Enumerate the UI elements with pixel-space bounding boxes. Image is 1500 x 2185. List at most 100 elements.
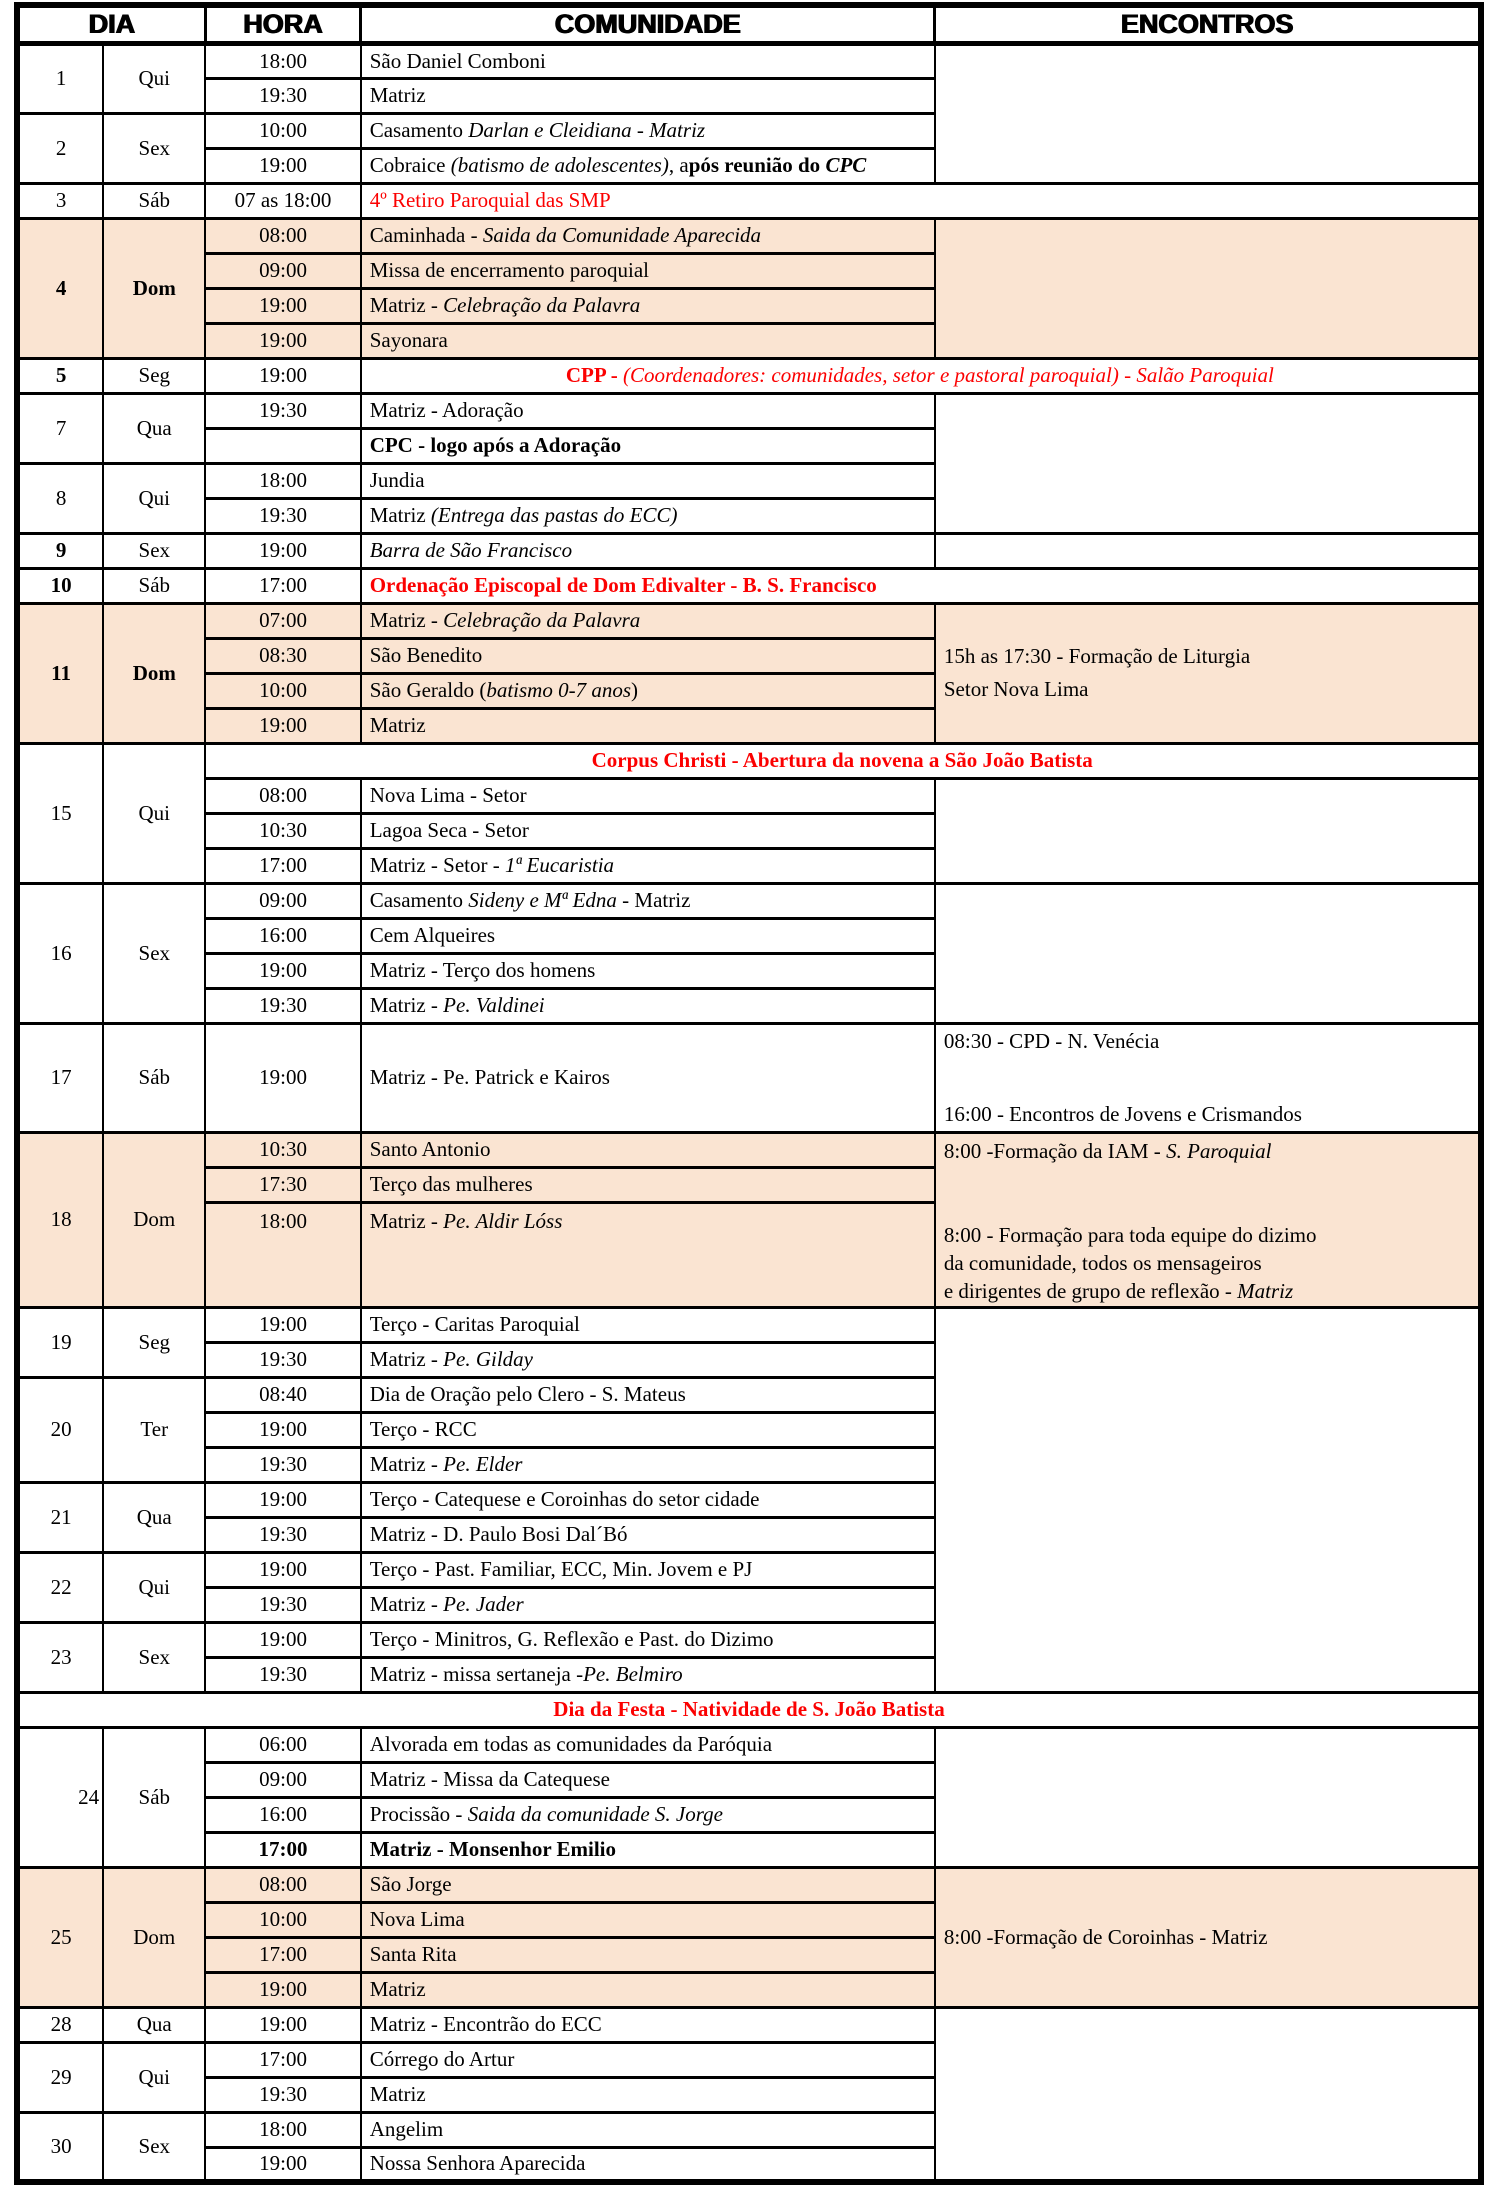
time-cell: 19:30 <box>204 76 362 115</box>
community-cell: Matriz - Encontrão do ECC <box>359 2005 936 2044</box>
community-cell: Matriz - D. Paulo Bosi Dal´Bó <box>359 1515 936 1554</box>
community-cell: Jundia <box>359 461 936 500</box>
time-cell: 17:00 <box>204 1830 362 1869</box>
note-line <box>944 1165 1470 1193</box>
day-number-cell: 23 <box>15 1620 105 1694</box>
day-number-cell: 5 <box>15 356 105 395</box>
schedule-row: 10:30 Lagoa Seca - Setor <box>17 811 1481 850</box>
time-cell: 08:00 <box>204 776 362 815</box>
text-segment: Matriz <box>1237 1278 1294 1303</box>
weekday-cell: Dom <box>102 216 207 360</box>
weekday-cell: Qui <box>102 461 207 535</box>
weekday-cell: Qui <box>102 2040 207 2114</box>
weekday-cell: Sex <box>102 531 207 570</box>
community-cell: São Geraldo (batismo 0-7 anos) <box>359 671 936 710</box>
schedule-row: 10 Sáb 17:00 Ordenação Episcopal de Dom Edi… <box>15 566 1483 605</box>
schedule-row: 19:00 Terço - RCC <box>17 1410 1481 1449</box>
day-number-cell: 10 <box>15 566 105 605</box>
note-cell: 4º Retiro Paroquial das SMP <box>359 181 1483 220</box>
community-cell: Barra de São Francisco <box>359 531 936 570</box>
schedule-row: 19:00 Matriz <box>17 1970 1481 2009</box>
time-cell: 19:30 <box>204 986 362 1025</box>
community-cell: Cem Alqueires <box>359 916 936 955</box>
text-segment: Cobraice <box>369 153 451 177</box>
time-cell: 19:00 <box>204 1410 362 1449</box>
community-cell: Santo Antonio <box>359 1130 936 1169</box>
encontros-cell: 15h as 17:30 - Formação de Liturgia Setor… <box>933 601 1483 745</box>
text-segment: São Geraldo ( <box>369 678 487 702</box>
encontros-cell <box>933 41 1483 185</box>
schedule-row: 9 Sex 19:00 Barra de São Francisco <box>15 531 1483 570</box>
time-cell: 19:00 <box>204 356 362 395</box>
community-cell: Córrego do Artur <box>359 2040 936 2079</box>
day-number-cell: 21 <box>15 1480 105 1554</box>
header-dia: DIA <box>15 3 207 46</box>
time-cell: 09:00 <box>204 251 362 290</box>
text-segment: CPP - <box>565 363 624 387</box>
community-cell: Alvorada em todas as comunidades da Paró… <box>359 1725 936 1764</box>
encontros-cell <box>933 1725 1483 1869</box>
schedule-row: 10:00 São Geraldo (batismo 0-7 anos) <box>17 671 1481 710</box>
schedule-table: DIA HORA COMUNIDADE ENCONTROS 1 Qui 18:00 S… <box>14 2 1484 2185</box>
community-cell: São Benedito <box>359 636 936 675</box>
community-cell: Matriz - Adoração <box>359 391 936 430</box>
community-cell: Matriz <box>359 1970 936 2009</box>
time-cell: 19:30 <box>204 1515 362 1554</box>
day-number-cell: 19 <box>15 1305 105 1379</box>
text-segment: Matriz - missa sertaneja - <box>369 1662 584 1686</box>
text-segment: Pe. Jader <box>443 1592 524 1616</box>
schedule-row: 19:00 Cobraice (batismo de adolescentes),… <box>17 146 1481 185</box>
weekday-cell: Sex <box>102 1620 207 1694</box>
day-number-cell: 29 <box>15 2040 105 2114</box>
day-number-cell: 17 <box>15 1021 105 1134</box>
time-cell: 19:00 <box>204 1970 362 2009</box>
community-cell: Lagoa Seca - Setor <box>359 811 936 850</box>
text-segment: Matriz - <box>369 993 444 1017</box>
note-line: da comunidade, todos os mensageiros <box>943 1250 1262 1275</box>
weekday-cell: Qui <box>102 41 207 115</box>
weekday-cell: Dom <box>102 601 207 745</box>
time-cell: 07:00 <box>204 601 362 640</box>
note-cell: Dia da Festa - Natividade de S. João Bat… <box>16 1690 1482 1729</box>
text-segment: Darlan e Cleidiana - Matriz <box>468 118 706 142</box>
day-number-cell: 18 <box>15 1130 105 1309</box>
time-cell: 19:00 <box>204 706 362 745</box>
weekday-cell: Sex <box>102 881 207 1025</box>
time-cell: 16:00 <box>204 916 362 955</box>
text-segment: Casamento <box>369 118 469 142</box>
schedule-row: 4 Dom 08:00 Caminhada - Saida da Comunidade… <box>15 216 1483 360</box>
schedule-row: 19:00 Matriz - Celebração da Palavra <box>17 286 1481 325</box>
day-number-cell: 2 <box>15 111 105 185</box>
day-number-cell: 22 <box>15 1550 105 1624</box>
weekday-cell: Sex <box>102 111 207 185</box>
schedule-row: 18 Dom 10:30 Santo Antonio 8:00 -Formação da… <box>15 1130 1483 1309</box>
schedule-row: 19:30 Matriz <box>17 76 1481 115</box>
day-number-cell: 4 <box>15 216 105 360</box>
schedule-row: 17:30 Terço das mulheres <box>17 1165 1481 1204</box>
community-cell: Missa de encerramento paroquial <box>359 251 936 290</box>
time-cell <box>204 426 362 465</box>
text-segment: Celebração da Palavra <box>443 293 641 317</box>
community-cell: Santa Rita <box>359 1935 936 1974</box>
schedule-row: Dia da Festa - Natividade de S. João Bat… <box>16 1690 1482 1729</box>
weekday-cell: Sáb <box>102 1021 207 1134</box>
text-segment: Pe. Gilday <box>443 1347 533 1371</box>
community-cell: Matriz - Setor - 1ª Eucaristia <box>359 846 936 885</box>
schedule-row: 16:00 Cem Alqueires <box>17 916 1481 955</box>
text-segment: (batismo de adolescentes) <box>450 153 669 177</box>
community-cell: São Daniel Comboni <box>359 41 936 80</box>
time-cell: 17:00 <box>204 846 362 885</box>
text-segment: Pe. Elder <box>443 1452 523 1476</box>
day-number-cell: 8 <box>15 461 105 535</box>
day-number-cell: 16 <box>15 881 105 1025</box>
text-segment: , a <box>668 153 689 177</box>
schedule-row: 19:30 Matriz - Pe. Jader <box>17 1585 1481 1624</box>
schedule-row: 19:30 Matriz - Pe. Valdinei <box>17 986 1481 1025</box>
community-cell: Matriz <box>359 2075 936 2114</box>
encontros-cell <box>933 216 1483 360</box>
text-segment: Saida da Comunidade Aparecida <box>482 223 762 247</box>
community-cell: São Jorge <box>359 1865 936 1904</box>
community-cell: Sayonara <box>359 321 936 360</box>
time-cell: 17:00 <box>204 1935 362 1974</box>
